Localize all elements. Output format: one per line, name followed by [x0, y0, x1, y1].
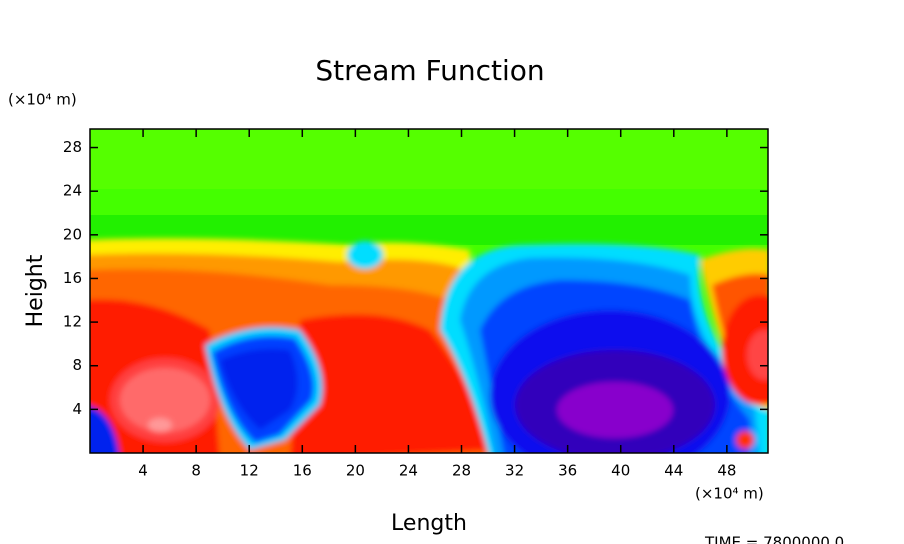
- x-tick-label: 32: [505, 462, 524, 480]
- x-tick-label: 16: [293, 462, 312, 480]
- x-tick-label: 44: [664, 462, 683, 480]
- y-axis-label: Height: [23, 254, 48, 327]
- chart-title: Stream Function: [315, 54, 544, 87]
- y-tick-label: 4: [72, 400, 82, 418]
- x-tick-label: 36: [558, 462, 577, 480]
- y-tick-label: 8: [72, 356, 82, 374]
- plot-frame: [89, 128, 769, 454]
- contour-field: [90, 129, 768, 453]
- x-tick-label: 8: [191, 462, 201, 480]
- x-tick-label: 4: [138, 462, 148, 480]
- x-tick-label: 40: [611, 462, 630, 480]
- x-unit: (×10⁴ m): [695, 485, 764, 503]
- x-tick-label: 28: [452, 462, 471, 480]
- y-tick-label: 20: [63, 225, 82, 243]
- y-unit: (×10⁴ m): [8, 91, 77, 109]
- x-tick-label: 12: [240, 462, 259, 480]
- x-tick-label: 24: [399, 462, 418, 480]
- y-tick-label: 12: [63, 313, 82, 331]
- time-label: TIME = 7800000.0: [704, 534, 844, 544]
- y-tick-label: 16: [63, 269, 82, 287]
- x-tick-label: 20: [346, 462, 365, 480]
- y-tick-label: 28: [63, 138, 82, 156]
- x-tick-label: 48: [717, 462, 736, 480]
- x-axis-label: Length: [391, 511, 467, 536]
- y-tick-label: 24: [63, 182, 82, 200]
